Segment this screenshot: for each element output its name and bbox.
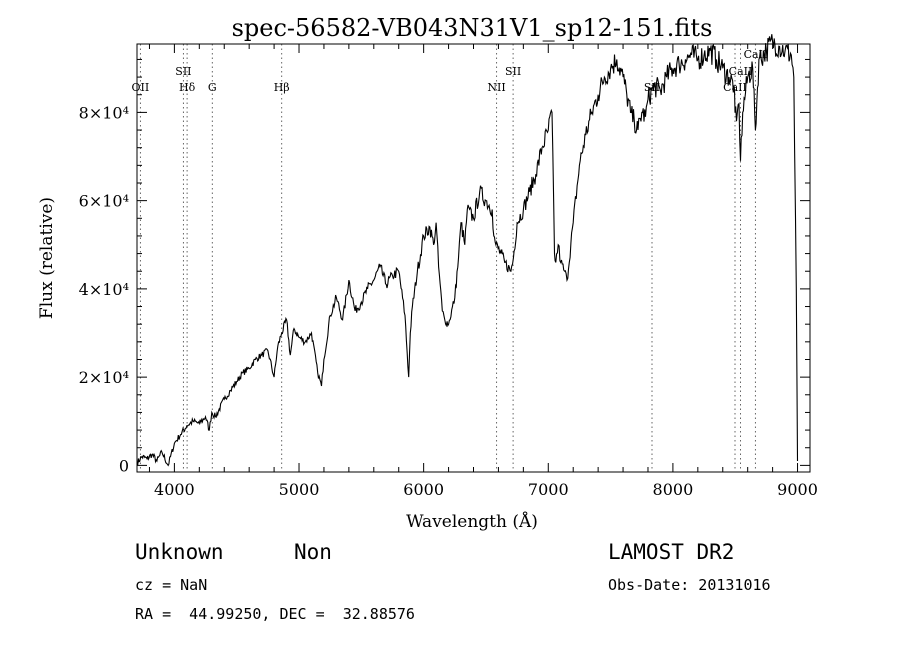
spectrum-series-line xyxy=(136,34,799,467)
survey-label: LAMOST DR2 xyxy=(608,540,735,564)
chart-title: spec-56582-VB043N31V1_sp12-151.fits xyxy=(232,14,713,42)
cz-readout: cz = NaN xyxy=(135,576,208,594)
y-tick-label: 6×10⁴ xyxy=(79,192,129,211)
spectral-subclass-label: Non xyxy=(294,540,332,564)
x-tick-label: 5000 xyxy=(279,480,320,499)
spectral-line-label: NII xyxy=(487,81,505,94)
spectral-line-label: Hβ xyxy=(274,81,290,94)
x-axis-ticks: 4000 5000 6000 7000 8000 9000 xyxy=(148,44,818,499)
spectral-line-label: CaII xyxy=(723,81,747,94)
spectral-line-label: OII xyxy=(132,81,150,94)
y-axis-label: Flux (relative) xyxy=(37,197,57,319)
x-tick-label: 6000 xyxy=(403,480,444,499)
spectral-line-label: G xyxy=(208,81,217,94)
y-tick-label: 2×10⁴ xyxy=(79,368,129,387)
y-tick-label: 8×10⁴ xyxy=(79,103,129,122)
x-tick-label: 8000 xyxy=(653,480,694,499)
spectral-line-label: CaII xyxy=(729,65,753,78)
x-tick-label: 7000 xyxy=(528,480,569,499)
y-tick-label: 0 xyxy=(119,456,129,475)
spectral-line-label: SII xyxy=(175,65,191,78)
coordinates-readout: RA = 44.99250, DEC = 32.88576 xyxy=(135,605,415,623)
spectral-line-label: Hδ xyxy=(179,81,196,94)
y-axis-ticks: 0 2×10⁴ 4×10⁴ 6×10⁴ 8×10⁴ xyxy=(79,58,810,475)
y-tick-label: 4×10⁴ xyxy=(79,280,129,299)
x-axis-label: Wavelength (Å) xyxy=(406,511,538,532)
obs-date-readout: Obs-Date: 20131016 xyxy=(608,576,771,594)
x-tick-label: 4000 xyxy=(154,480,195,499)
spectral-class-label: Unknown xyxy=(135,540,224,564)
x-tick-label: 9000 xyxy=(777,480,818,499)
spectral-line-markers xyxy=(139,44,756,472)
spectral-line-label: SII xyxy=(505,65,521,78)
plot-frame xyxy=(136,43,811,473)
